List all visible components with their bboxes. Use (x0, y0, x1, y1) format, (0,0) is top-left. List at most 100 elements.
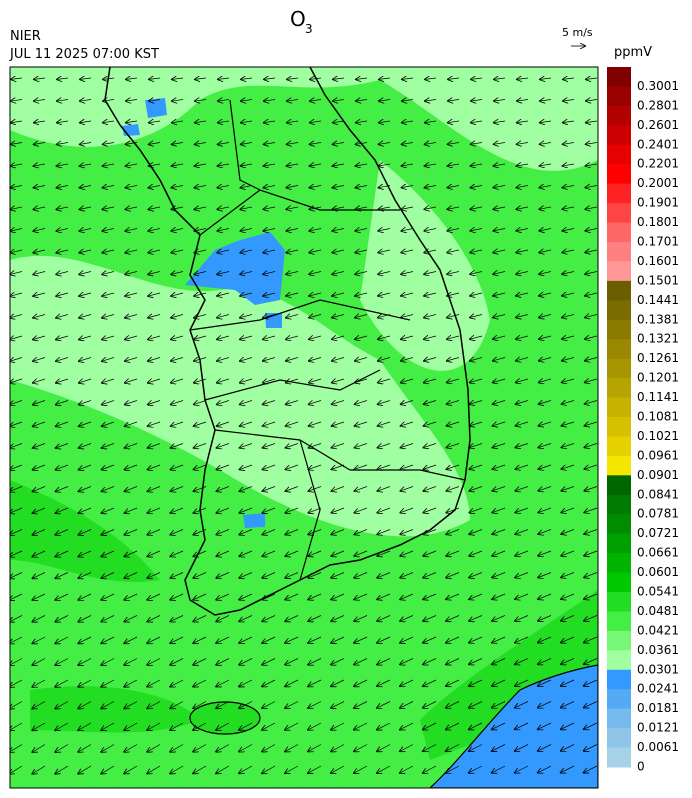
colorbar-swatch (607, 650, 631, 671)
wind-arrow (319, 787, 322, 788)
wind-arrow (149, 164, 161, 166)
wind-arrow (308, 765, 322, 773)
timestamp: JUL 11 2025 07:00 KST (9, 47, 159, 62)
colorbar-label: 0.1501 (637, 273, 679, 287)
wind-arrow (10, 486, 23, 492)
colorbar-swatch (607, 475, 631, 496)
colorbar-label: 0.1801 (637, 215, 679, 229)
wind-arrow (217, 358, 230, 362)
wind-arrow (102, 272, 115, 275)
wind-arrow (538, 464, 552, 469)
wind-arrow (193, 744, 207, 752)
wind-arrow (469, 701, 483, 708)
wind-arrow (264, 164, 276, 166)
wind-arrow (540, 164, 552, 166)
wind-arrow (515, 701, 529, 708)
light-area (10, 67, 598, 171)
wind-arrow (332, 229, 345, 231)
wind-arrow (494, 78, 506, 79)
wind-arrow (79, 315, 92, 318)
colorbar-label: 0.0241 (637, 682, 679, 696)
wind-arrow (401, 272, 414, 275)
wind-arrow (32, 636, 46, 643)
wind-arrow (57, 186, 69, 188)
wind-arrow (424, 272, 437, 275)
wind-arrow (515, 507, 529, 513)
wind-arrow (585, 229, 598, 231)
wind-arrow (538, 550, 552, 556)
wind-arrow (216, 572, 230, 578)
colorbar-swatch (607, 592, 631, 612)
wind-arrow (470, 336, 483, 339)
colorbar-label: 0.1901 (637, 196, 679, 210)
wind-arrow (493, 358, 506, 361)
wind-arrow (285, 572, 299, 578)
wind-arrow (10, 250, 23, 253)
wind-arrow (79, 421, 92, 426)
wind-arrow (285, 550, 299, 556)
wind-arrow (492, 593, 506, 599)
wind-arrow (171, 272, 184, 275)
wind-arrow (240, 229, 253, 231)
wind-arrow (125, 293, 138, 296)
wind-arrow (79, 207, 92, 209)
wind-arrow (147, 744, 161, 752)
wind-arrow (102, 358, 115, 362)
wind-arrow (263, 401, 276, 405)
wind-arrow (447, 315, 460, 318)
wind-arrow (79, 486, 92, 492)
wind-arrow (401, 315, 414, 318)
wind-arrow (240, 379, 253, 383)
wind-arrow (401, 443, 414, 448)
wind-arrow (469, 679, 483, 686)
wind-arrow (354, 722, 368, 730)
wind-arrow (469, 765, 483, 773)
wind-arrow (539, 401, 552, 405)
wind-arrow (515, 550, 529, 556)
wind-arrow (401, 379, 414, 383)
wind-arrow (562, 272, 575, 275)
colorbar-label: 0.0961 (637, 448, 679, 462)
wind-arrow (423, 765, 437, 773)
wind-arrow (448, 121, 460, 123)
wind-arrow (308, 572, 322, 578)
wind-arrow (101, 765, 115, 774)
wind-arrow (309, 379, 322, 383)
wind-arrow (538, 658, 552, 665)
wind-arrow (331, 679, 345, 686)
wind-arrow (125, 250, 138, 253)
wind-arrow (239, 636, 253, 643)
wind-arrow (286, 315, 299, 318)
wind-arrow (103, 143, 115, 145)
wind-arrow (239, 615, 253, 622)
colorbar-label: 0.0601 (637, 565, 679, 579)
wind-arrow (80, 164, 92, 166)
wind-arrow (585, 358, 598, 361)
wind-arrow (170, 529, 184, 535)
colorbar-swatch (607, 319, 631, 340)
wind-arrow (563, 143, 575, 145)
wind-arrow (308, 507, 322, 513)
wind-arrow (124, 529, 138, 535)
colorbar-swatch (607, 728, 631, 749)
wind-arrow (400, 572, 414, 578)
wind-arrow (586, 100, 598, 102)
wind-arrow (285, 679, 299, 686)
wind-arrow (538, 765, 552, 773)
wind-arrow (377, 701, 391, 708)
wind-arrow (148, 336, 161, 339)
wind-arrow (516, 293, 529, 296)
wind-arrow (447, 444, 460, 448)
wind-arrow (240, 207, 253, 209)
wind-arrow (309, 358, 322, 361)
wind-arrow (516, 272, 529, 275)
wind-arrow (147, 765, 161, 774)
wind-arrow (356, 100, 368, 102)
wind-arrow (171, 401, 184, 405)
wind-arrow (447, 336, 460, 339)
wind-arrow (80, 186, 92, 188)
wind-arrow (10, 679, 23, 687)
wind-arrow (181, 787, 184, 788)
wind-arrow (216, 701, 230, 709)
wind-arrow (101, 744, 115, 752)
